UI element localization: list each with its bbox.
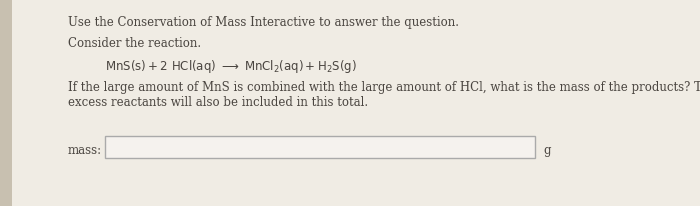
Text: excess reactants will also be included in this total.: excess reactants will also be included i… xyxy=(68,96,368,109)
Text: $\mathregular{MnS(s) + 2\ HCl(aq)}$ $\mathregular{\longrightarrow}$ $\mathregula: $\mathregular{MnS(s) + 2\ HCl(aq)}$ $\ma… xyxy=(105,58,357,75)
Text: Use the Conservation of Mass Interactive to answer the question.: Use the Conservation of Mass Interactive… xyxy=(68,16,459,29)
Text: If the large amount of MnS is combined with the large amount of HCl, what is the: If the large amount of MnS is combined w… xyxy=(68,81,700,94)
Text: Consider the reaction.: Consider the reaction. xyxy=(68,37,201,50)
Text: g: g xyxy=(543,144,550,157)
Bar xyxy=(0,0,12,206)
Text: mass:: mass: xyxy=(68,144,102,157)
Bar xyxy=(105,136,535,158)
